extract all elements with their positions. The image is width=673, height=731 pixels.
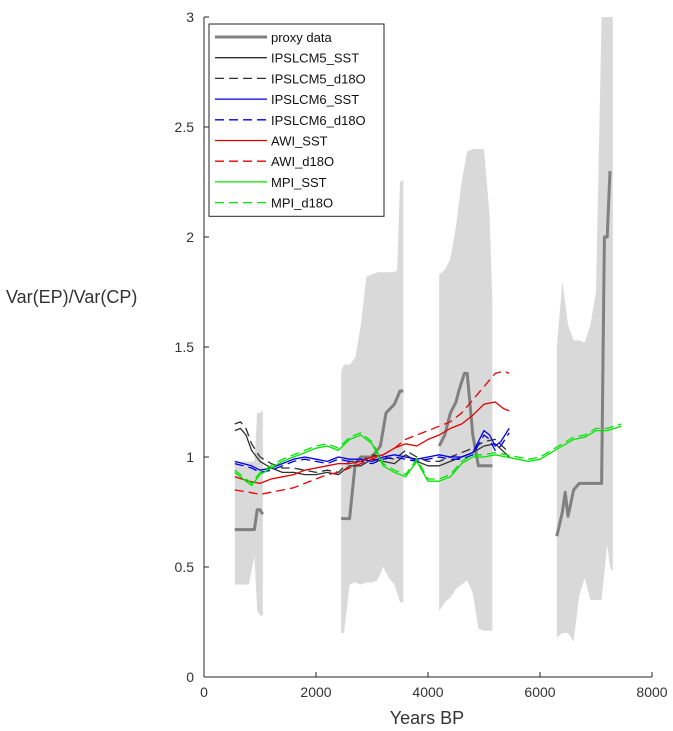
series-proxy-data-segment-1 [234, 508, 265, 532]
y-tick-label: 3 [186, 9, 194, 25]
series-proxy-data-segment-4 [555, 170, 612, 537]
y-tick-label: 0.5 [175, 559, 195, 575]
x-tick-label: 2000 [300, 684, 331, 700]
legend-label-ipslcm5-sst: IPSLCM5_SST [271, 51, 359, 66]
proxy-band-3 [439, 149, 493, 631]
legend-label-awi-d18o: AWI_d18O [271, 154, 334, 169]
legend: proxy data IPSLCM5_SST IPSLCM5_d18O IPSLCM6… [208, 23, 385, 217]
x-axis-title: Years BP [390, 708, 464, 728]
y-tick-label: 0 [186, 669, 194, 685]
y-tick-label: 2 [186, 229, 194, 245]
series-proxy-data-segment-3 [437, 371, 493, 468]
legend-label-ipslcm5-d18o: IPSLCM5_d18O [271, 71, 366, 86]
legend-label-awi-sst: AWI_SST [271, 134, 328, 149]
x-tick-label: 0 [200, 684, 208, 700]
legend-box [208, 23, 385, 217]
proxy-uncertainty-bands [234, 17, 613, 642]
legend-label-proxy-data: proxy data [271, 30, 332, 45]
x-tick-label: 4000 [412, 684, 443, 700]
series-mpi-sst-line [234, 425, 622, 487]
series-ipslcm5-sst-line [234, 427, 510, 476]
y-tick-label: 1.5 [175, 339, 195, 355]
proxy-band-1 [234, 410, 263, 616]
y-tick-label: 2.5 [175, 119, 195, 135]
legend-label-ipslcm6-sst: IPSLCM6_SST [271, 92, 359, 107]
proxy-band-2 [341, 179, 404, 634]
series-lines [234, 170, 622, 537]
legend-label-mpi-d18o: MPI_d18O [271, 196, 333, 211]
series-ipslcm6-d18o-line [234, 432, 510, 474]
proxy-band-4 [556, 17, 613, 642]
legend-label-mpi-sst: MPI_SST [271, 175, 327, 190]
y-tick-label: 1 [186, 449, 194, 465]
x-tick-label: 6000 [524, 684, 555, 700]
series-awi-d18o-line [234, 370, 510, 496]
series-mpi-d18o-line [234, 423, 622, 485]
legend-label-ipslcm6-d18o: IPSLCM6_d18O [271, 113, 366, 128]
axes: 0 2000 4000 6000 8000 0 0.5 1 1.5 2 2.5 3 [175, 9, 668, 700]
series-ipslcm6-sst-line [234, 428, 510, 471]
y-axis-title: Var(EP)/Var(CP) [6, 287, 137, 307]
x-tick-label: 8000 [636, 684, 667, 700]
